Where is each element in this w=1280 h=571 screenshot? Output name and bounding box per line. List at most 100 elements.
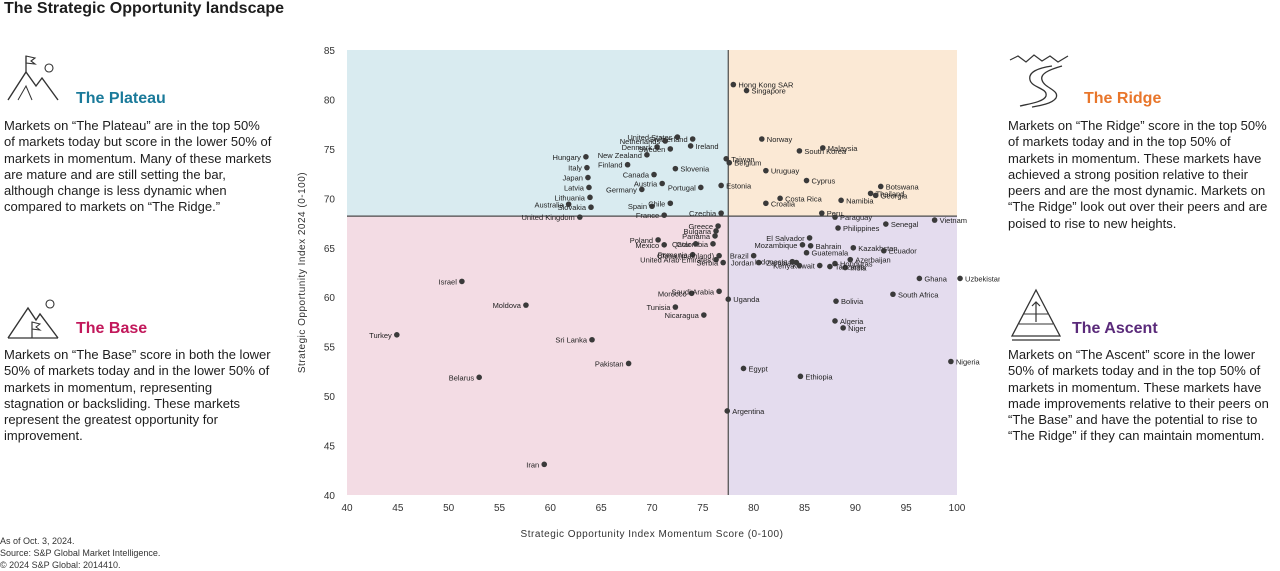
point-label: Egypt xyxy=(749,364,769,373)
data-point-netherlands xyxy=(662,138,669,144)
data-point-greece xyxy=(715,223,721,229)
point-label: Taiwan xyxy=(731,155,754,164)
point-label: China (mainland) xyxy=(657,252,715,261)
point-label: Ecuador xyxy=(889,247,917,256)
point-label: South Africa xyxy=(898,290,939,299)
point-label: Vietnam xyxy=(940,216,967,225)
data-point-hong-kong-sar xyxy=(730,81,737,88)
data-point-georgia xyxy=(872,192,879,199)
base-heading: The Base xyxy=(76,320,148,337)
point-label: Iran xyxy=(526,460,539,469)
point-label: Costa Rica xyxy=(785,194,823,203)
data-point-panama xyxy=(712,233,718,239)
data-point-united-states xyxy=(674,134,681,140)
data-point-honduras xyxy=(832,260,838,267)
point-label: Honduras xyxy=(840,260,873,269)
data-point-poland xyxy=(655,237,661,243)
data-point-uruguay xyxy=(763,167,769,174)
point-label: Latvia xyxy=(564,183,585,192)
ridge-heading: The Ridge xyxy=(1084,90,1162,107)
data-point-romania xyxy=(689,251,696,258)
y-tick-label: 55 xyxy=(324,343,336,354)
data-point-norway xyxy=(759,136,765,142)
point-label: Lithuania xyxy=(555,193,586,202)
point-label: South Korea xyxy=(804,147,847,156)
point-label: Zambia xyxy=(766,259,792,268)
point-label: Austria xyxy=(634,180,658,189)
data-point-algeria xyxy=(832,318,838,324)
data-point-ethiopia xyxy=(797,373,804,380)
point-label: Turkey xyxy=(369,331,392,340)
point-label: Czechia xyxy=(689,209,717,218)
point-label: Italy xyxy=(568,164,582,173)
point-label: Spain xyxy=(628,202,647,211)
data-point-thailand xyxy=(867,190,874,197)
y-tick-label: 50 xyxy=(324,392,336,403)
data-point-australia xyxy=(565,201,572,208)
data-point-taiwan xyxy=(723,155,730,162)
data-point-colombia xyxy=(710,241,716,247)
point-label: Moldova xyxy=(493,301,522,310)
data-point-costa-rica xyxy=(777,195,783,202)
x-tick-label: 90 xyxy=(850,503,862,514)
ridge-description: Markets on “The Ridge” score in the top … xyxy=(1008,118,1268,231)
y-tick-label: 75 xyxy=(324,145,336,156)
data-point-mexico xyxy=(661,242,667,248)
point-label: Senegal xyxy=(891,220,919,229)
point-label: Philippines xyxy=(843,224,880,233)
point-label: Namibia xyxy=(846,196,874,205)
point-label: Uzbekistan xyxy=(965,274,1000,283)
data-point-indonesia xyxy=(789,258,796,265)
point-label: Ireland xyxy=(696,142,719,151)
point-label: Brazil xyxy=(730,252,749,261)
point-label: Bulgaria xyxy=(684,227,712,236)
point-label: Slovakia xyxy=(558,203,587,212)
data-point-cyprus xyxy=(803,177,810,184)
data-point-bulgaria xyxy=(713,228,719,234)
data-point-chile xyxy=(667,200,674,207)
data-point-israel xyxy=(459,278,465,285)
point-label: Hong Kong SAR xyxy=(738,81,794,90)
point-label: Nicaragua xyxy=(665,311,700,320)
ascent-heading: The Ascent xyxy=(1072,320,1158,337)
point-label: Tunisia xyxy=(646,303,671,312)
point-label: Finland xyxy=(598,161,623,170)
point-label: Azerbaijan xyxy=(855,256,890,265)
data-point-pakistan xyxy=(625,360,632,367)
point-label: Paraguay xyxy=(840,213,872,222)
data-point-united-arab-emirates xyxy=(713,256,719,263)
data-point-sri-lanka xyxy=(589,336,595,343)
data-point-saudi-arabia xyxy=(716,288,722,295)
point-label: Chile xyxy=(648,199,665,208)
data-point-hungary xyxy=(583,154,589,160)
data-point-nigeria xyxy=(948,358,954,365)
data-point-malaysia xyxy=(820,145,826,151)
point-label: Ghana xyxy=(924,274,947,283)
data-point-qatar xyxy=(692,241,699,247)
plateau-description: Markets on “The Plateau” are in the top … xyxy=(4,118,272,215)
winding-road-icon xyxy=(1009,54,1069,108)
point-label: El Salvador xyxy=(766,234,805,243)
y-tick-label: 80 xyxy=(324,95,336,106)
point-label: Pakistan xyxy=(595,359,624,368)
x-axis-label: Strategic Opportunity Index Momentum Sco… xyxy=(521,529,784,540)
point-label: Poland xyxy=(630,236,653,245)
base-flag-icon xyxy=(7,299,59,339)
data-point-azerbaijan xyxy=(847,256,854,263)
point-label: Mozambique xyxy=(755,241,798,250)
point-label: Nigeria xyxy=(956,358,981,367)
page-title: The Strategic Opportunity landscape xyxy=(4,0,285,17)
data-point-estonia xyxy=(718,182,724,189)
point-label: Thailand xyxy=(876,189,905,198)
data-point-austria xyxy=(659,180,665,187)
data-point-lithuania xyxy=(587,194,593,201)
point-label: Singapore xyxy=(752,87,786,96)
point-label: Israel xyxy=(439,277,458,286)
point-label: Malaysia xyxy=(828,144,858,153)
ascent-panel: The Ascent Markets on “The Ascent” score… xyxy=(1008,286,1276,486)
point-label: Slovenia xyxy=(680,165,710,174)
data-point-finland xyxy=(624,161,631,168)
data-point-south-korea xyxy=(796,148,803,154)
data-point-belarus xyxy=(476,374,482,381)
point-label: Japan xyxy=(563,174,583,183)
